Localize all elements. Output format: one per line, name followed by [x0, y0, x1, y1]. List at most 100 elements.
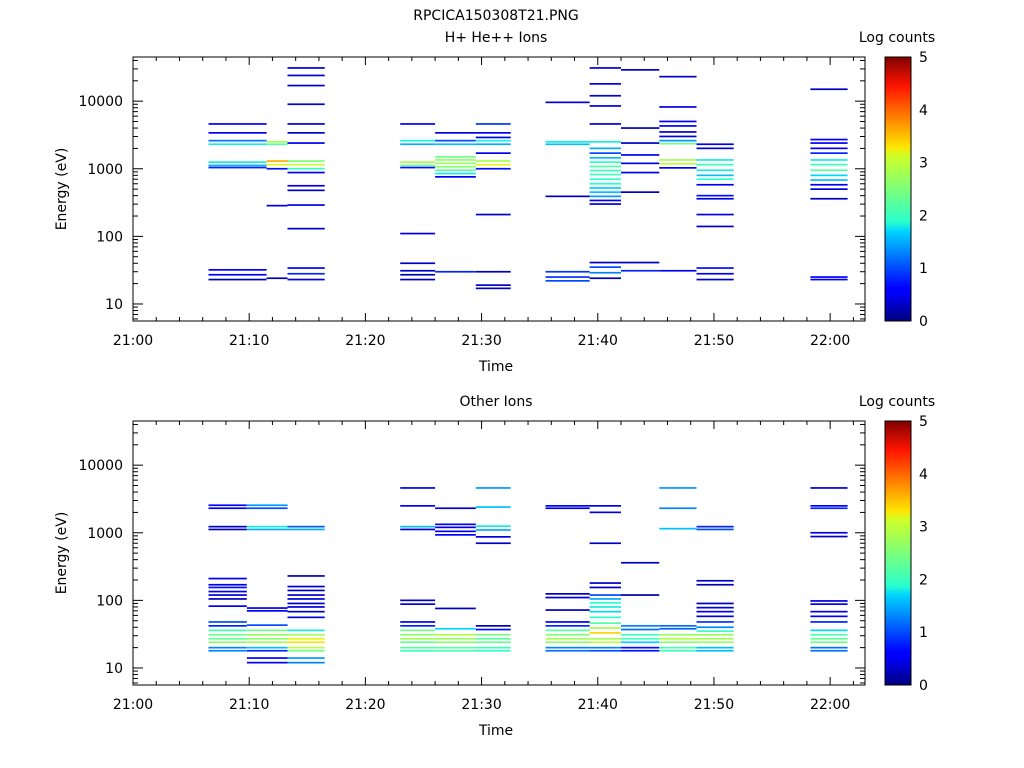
heatmap-cell — [400, 161, 436, 163]
heatmap-cell — [621, 649, 660, 652]
x-tick-label: 21:40 — [578, 333, 618, 349]
heatmap-cell — [696, 602, 734, 605]
heatmap-cell — [475, 132, 511, 134]
heatmap-cell — [589, 105, 621, 107]
y-tick-label: 100 — [96, 593, 123, 609]
heatmap-cell — [208, 164, 267, 167]
colorbar: Log counts 0 1 2 3 4 5 — [859, 30, 935, 330]
heatmap-cell — [696, 646, 734, 649]
heatmap-cell — [287, 267, 325, 269]
heatmap-cell — [659, 125, 697, 127]
colorbar-label: Log counts — [859, 394, 935, 410]
heatmap-cell — [810, 276, 848, 278]
heatmap-cell — [696, 610, 734, 613]
heatmap-cell — [621, 69, 660, 71]
heatmap-cell — [287, 184, 325, 187]
heatmap-cell — [400, 641, 436, 644]
heatmap-cell — [589, 505, 621, 507]
heatmap-cell — [696, 583, 734, 586]
heatmap-cell — [810, 641, 848, 644]
colorbar-tick-label: 2 — [919, 208, 928, 224]
heatmap-cell — [696, 194, 734, 197]
heatmap-cell — [545, 646, 590, 649]
heatmap-cell — [810, 621, 848, 623]
heatmap-cell — [287, 641, 325, 644]
heatmap-cell — [475, 628, 511, 631]
heatmap-cell — [475, 525, 511, 527]
heatmap-cell — [475, 136, 511, 139]
heatmap-cell — [810, 142, 848, 144]
heatmap-cell — [696, 278, 734, 281]
heatmap-cell — [621, 646, 660, 649]
heatmap-cell — [589, 195, 621, 198]
heatmap-cell — [266, 143, 288, 146]
heatmap-cell — [475, 123, 511, 125]
heatmap-cell — [621, 142, 660, 144]
heatmap-cell — [246, 629, 288, 632]
x-tick-label: 21:50 — [694, 697, 734, 713]
heatmap-cell — [435, 139, 476, 142]
heatmap-cell — [246, 646, 288, 649]
colorbar-tick-label: 5 — [919, 414, 928, 430]
heatmap-cell — [246, 507, 288, 510]
heatmap-cell — [621, 269, 660, 272]
heatmap-cell — [659, 142, 697, 145]
x-tick-label: 21:30 — [461, 333, 501, 349]
heatmap-cell — [545, 276, 590, 278]
heatmap-cell — [696, 143, 734, 146]
heatmap-cell — [435, 176, 476, 178]
heatmap-cell — [589, 627, 621, 629]
heatmap-cell — [246, 607, 288, 609]
heatmap-cell — [208, 161, 267, 163]
heatmap-cell — [621, 191, 660, 193]
heatmap-cell — [287, 633, 325, 636]
heatmap-cell — [435, 507, 476, 510]
heatmap-cell — [208, 278, 267, 281]
heatmap-cell — [810, 505, 848, 507]
heatmap-cell — [621, 594, 660, 596]
heatmap-cell — [659, 625, 697, 627]
heatmap-cell — [659, 163, 697, 165]
colorbar-label: Log counts — [859, 30, 935, 46]
heatmap-cell — [475, 152, 511, 154]
heatmap-cell — [435, 143, 476, 146]
heatmap-cells — [208, 67, 848, 290]
heatmap-cell — [400, 629, 436, 632]
heatmap-cell — [475, 649, 511, 652]
heatmap-cell — [696, 615, 734, 618]
heatmap-cell — [545, 195, 590, 198]
heatmap-cell — [208, 646, 247, 649]
heatmap-cell — [287, 204, 325, 206]
heatmap-cell — [589, 94, 621, 97]
heatmap-cell — [208, 649, 247, 652]
heatmap-cell — [589, 641, 621, 644]
heatmap-cell — [208, 637, 247, 640]
heatmap-cell — [810, 179, 848, 181]
heatmap-cell — [287, 602, 325, 605]
heatmap-cell — [659, 637, 697, 640]
heatmap-cell — [659, 167, 697, 169]
panel-title: H+ He++ Ions — [445, 30, 548, 46]
heatmap-cell — [659, 75, 697, 78]
heatmap-cell — [435, 641, 476, 644]
heatmap-cell — [810, 188, 848, 190]
heatmap-cell — [810, 649, 848, 652]
heatmap-cell — [400, 139, 436, 142]
heatmap-cell — [400, 637, 436, 640]
heatmap-cell — [287, 525, 325, 528]
heatmap-cell — [208, 586, 247, 589]
heatmap-cell — [208, 504, 247, 507]
heatmap-cell — [287, 272, 325, 275]
heatmap-cell — [621, 162, 660, 165]
heatmap-cell — [435, 169, 476, 172]
heatmap-cell — [696, 606, 734, 609]
heatmap-cell — [659, 646, 697, 649]
heatmap-cell — [545, 596, 590, 599]
heatmap-cell — [659, 633, 697, 636]
heatmap-cell — [621, 261, 660, 264]
heatmap-cell — [589, 161, 621, 163]
heatmap-cell — [696, 163, 734, 166]
heatmap-cell — [400, 603, 436, 605]
heatmap-cell — [246, 504, 288, 507]
heatmap-cell — [400, 262, 436, 265]
